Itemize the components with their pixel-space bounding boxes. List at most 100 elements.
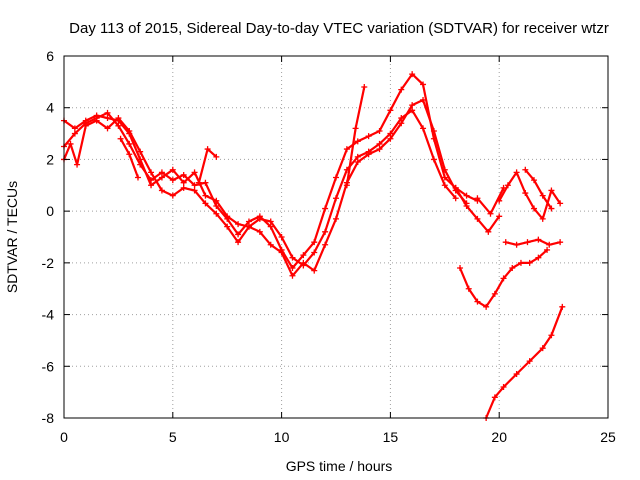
series-5	[117, 135, 141, 181]
data-point	[509, 265, 516, 272]
data-point	[491, 394, 498, 401]
data-point	[311, 249, 318, 256]
x-tick-label-5: 25	[600, 429, 616, 445]
series-line-9	[498, 171, 562, 220]
series-line-6	[197, 148, 218, 184]
data-point	[376, 140, 383, 147]
data-point	[376, 127, 383, 134]
data-point	[531, 177, 538, 184]
data-point	[387, 130, 394, 137]
data-point	[213, 153, 220, 160]
data-point	[474, 215, 481, 222]
y-tick-label-6: 4	[46, 100, 54, 116]
data-point	[548, 187, 555, 194]
data-point	[513, 371, 520, 378]
data-point	[376, 146, 383, 153]
data-point	[526, 358, 533, 365]
data-point	[409, 102, 416, 109]
series-line-13	[485, 305, 564, 420]
data-point	[546, 241, 553, 248]
data-point	[311, 239, 318, 246]
data-point	[441, 182, 448, 189]
data-point	[398, 120, 405, 127]
series-line-3	[62, 98, 468, 277]
data-point	[387, 107, 394, 114]
series-7	[452, 184, 503, 235]
data-point	[524, 239, 531, 246]
data-point	[158, 174, 165, 181]
data-point	[526, 259, 533, 266]
data-point	[191, 182, 198, 189]
data-point	[213, 202, 220, 209]
data-point	[169, 177, 176, 184]
y-tick-label-0: -8	[42, 410, 55, 426]
data-point	[333, 174, 339, 181]
data-point	[126, 127, 133, 134]
data-point	[311, 267, 318, 274]
data-point	[82, 122, 89, 129]
data-point	[289, 272, 296, 279]
data-point	[126, 140, 133, 147]
series-line-10	[524, 168, 553, 210]
data-point	[202, 179, 209, 186]
data-point	[522, 190, 529, 197]
data-point	[548, 205, 555, 212]
data-point	[352, 125, 359, 132]
data-point	[539, 192, 546, 199]
data-point	[224, 215, 231, 222]
series-line-4	[345, 85, 366, 187]
data-point	[513, 169, 520, 176]
data-point	[71, 130, 78, 137]
data-point	[420, 125, 427, 132]
data-point	[457, 265, 464, 272]
data-point	[500, 383, 507, 390]
series-line-12	[504, 238, 562, 246]
data-point	[496, 197, 503, 204]
data-point	[195, 179, 202, 186]
data-point	[502, 239, 509, 246]
data-point	[191, 187, 198, 194]
data-point	[544, 246, 551, 253]
y-axis-label: SDTVAR / TECUs	[4, 181, 20, 293]
data-point	[278, 234, 285, 240]
data-point	[387, 135, 394, 142]
y-tick-label-4: 0	[46, 203, 54, 219]
series-2	[61, 71, 481, 272]
data-point	[465, 285, 472, 292]
series-13	[483, 303, 566, 421]
data-point	[517, 259, 524, 266]
series-4	[343, 84, 368, 189]
data-point	[267, 223, 274, 230]
data-point	[322, 205, 329, 212]
data-point	[180, 179, 187, 186]
data-point	[245, 218, 252, 225]
data-point	[474, 195, 481, 202]
data-point	[224, 223, 231, 230]
data-point	[104, 115, 111, 122]
data-point	[333, 215, 339, 222]
data-point	[300, 259, 307, 266]
data-point	[278, 249, 285, 256]
data-point	[361, 84, 368, 91]
data-point	[441, 166, 448, 173]
data-point	[202, 192, 209, 199]
data-point	[322, 228, 329, 235]
data-point	[420, 81, 427, 88]
data-point	[535, 236, 542, 243]
data-point	[535, 254, 542, 261]
data-point	[267, 218, 274, 225]
data-point	[539, 215, 546, 222]
data-point	[134, 174, 141, 181]
data-point	[104, 125, 111, 132]
y-tick-label-3: -2	[42, 255, 55, 271]
data-point	[487, 210, 494, 217]
y-tick-label-5: 2	[46, 151, 54, 167]
data-point	[256, 213, 263, 220]
data-point	[180, 184, 187, 191]
data-point	[191, 169, 198, 176]
data-point	[115, 122, 122, 129]
series-8	[474, 184, 507, 217]
series-9	[496, 169, 564, 222]
data-point	[504, 182, 511, 189]
data-point	[354, 138, 361, 145]
